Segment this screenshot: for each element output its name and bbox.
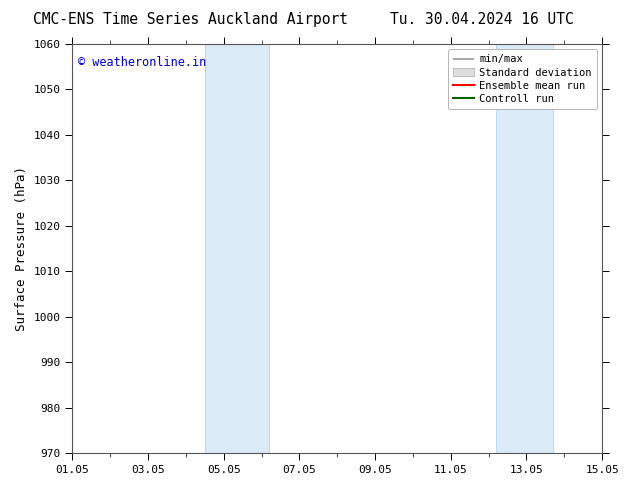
Bar [205, 44, 269, 453]
Legend: min/max, Standard deviation, Ensemble mean run, Controll run: min/max, Standard deviation, Ensemble me… [448, 49, 597, 109]
Bar [496, 44, 553, 453]
Text: CMC-ENS Time Series Auckland Airport: CMC-ENS Time Series Auckland Airport [33, 12, 347, 27]
Y-axis label: Surface Pressure (hPa): Surface Pressure (hPa) [15, 166, 28, 331]
Text: Tu. 30.04.2024 16 UTC: Tu. 30.04.2024 16 UTC [390, 12, 574, 27]
Text: © weatheronline.in: © weatheronline.in [77, 56, 206, 69]
